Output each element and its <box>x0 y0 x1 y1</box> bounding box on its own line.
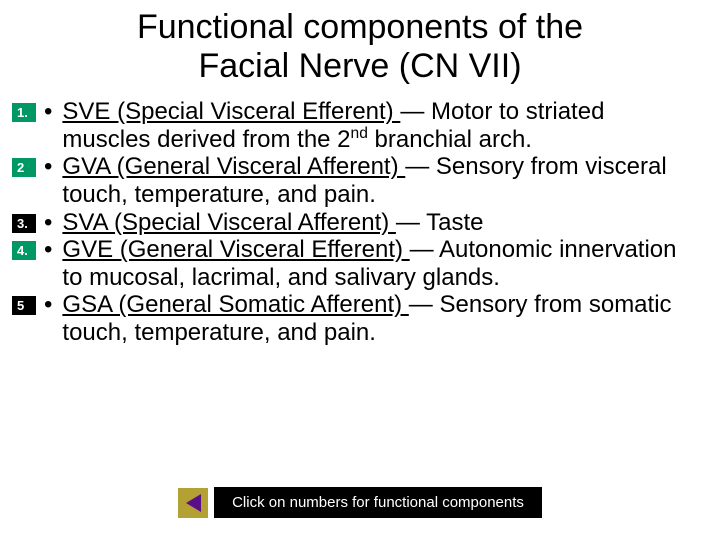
item-text: GVE (General Visceral Efferent) — Autono… <box>62 236 682 291</box>
item-text: SVE (Special Visceral Efferent) — Motor … <box>62 98 682 153</box>
item-number-3[interactable]: 3. <box>12 214 36 233</box>
item-desc-a: — Taste <box>396 209 484 236</box>
item-text: GSA (General Somatic Afferent) — Sensory… <box>62 291 682 346</box>
item-text: GVA (General Visceral Afferent) — Sensor… <box>62 153 682 208</box>
item-text: SVA (Special Visceral Afferent) — Taste <box>62 209 483 237</box>
list-item: 4. • GVE (General Visceral Efferent) — A… <box>12 236 720 291</box>
title-line-1: Functional components of the <box>137 8 583 46</box>
item-term: SVE (Special Visceral Efferent) <box>62 98 400 125</box>
bullet-icon: • <box>44 209 52 237</box>
item-term: GVA (General Visceral Afferent) <box>62 153 405 180</box>
slide-title: Functional components of the Facial Nerv… <box>0 8 720 86</box>
title-line-2: Facial Nerve (CN VII) <box>198 47 521 85</box>
bullet-icon: • <box>44 153 52 181</box>
item-sup: nd <box>351 125 368 142</box>
footer: Click on numbers for functional componen… <box>0 487 720 518</box>
bullet-icon: • <box>44 236 52 264</box>
list-item: 1. • SVE (Special Visceral Efferent) — M… <box>12 98 720 153</box>
item-number-2[interactable]: 2 <box>12 158 36 177</box>
bullet-icon: • <box>44 98 52 126</box>
left-triangle-icon <box>186 494 201 512</box>
bullet-icon: • <box>44 291 52 319</box>
content-list: 1. • SVE (Special Visceral Efferent) — M… <box>0 98 720 346</box>
item-number-5[interactable]: 5 <box>12 296 36 315</box>
slide: Functional components of the Facial Nerv… <box>0 8 720 540</box>
item-term: GVE (General Visceral Efferent) <box>62 236 409 263</box>
list-item: 2 • GVA (General Visceral Afferent) — Se… <box>12 153 720 208</box>
back-button[interactable] <box>178 488 208 518</box>
list-item: 5 • GSA (General Somatic Afferent) — Sen… <box>12 291 720 346</box>
item-term: GSA (General Somatic Afferent) <box>62 291 408 318</box>
list-item: 3. • SVA (Special Visceral Afferent) — T… <box>12 209 720 237</box>
footer-text: Click on numbers for functional componen… <box>232 494 524 511</box>
item-desc-b: branchial arch. <box>368 126 532 153</box>
item-number-1[interactable]: 1. <box>12 103 36 122</box>
item-number-4[interactable]: 4. <box>12 241 36 260</box>
item-term: SVA (Special Visceral Afferent) <box>62 209 396 236</box>
footer-hint: Click on numbers for functional componen… <box>214 487 542 518</box>
